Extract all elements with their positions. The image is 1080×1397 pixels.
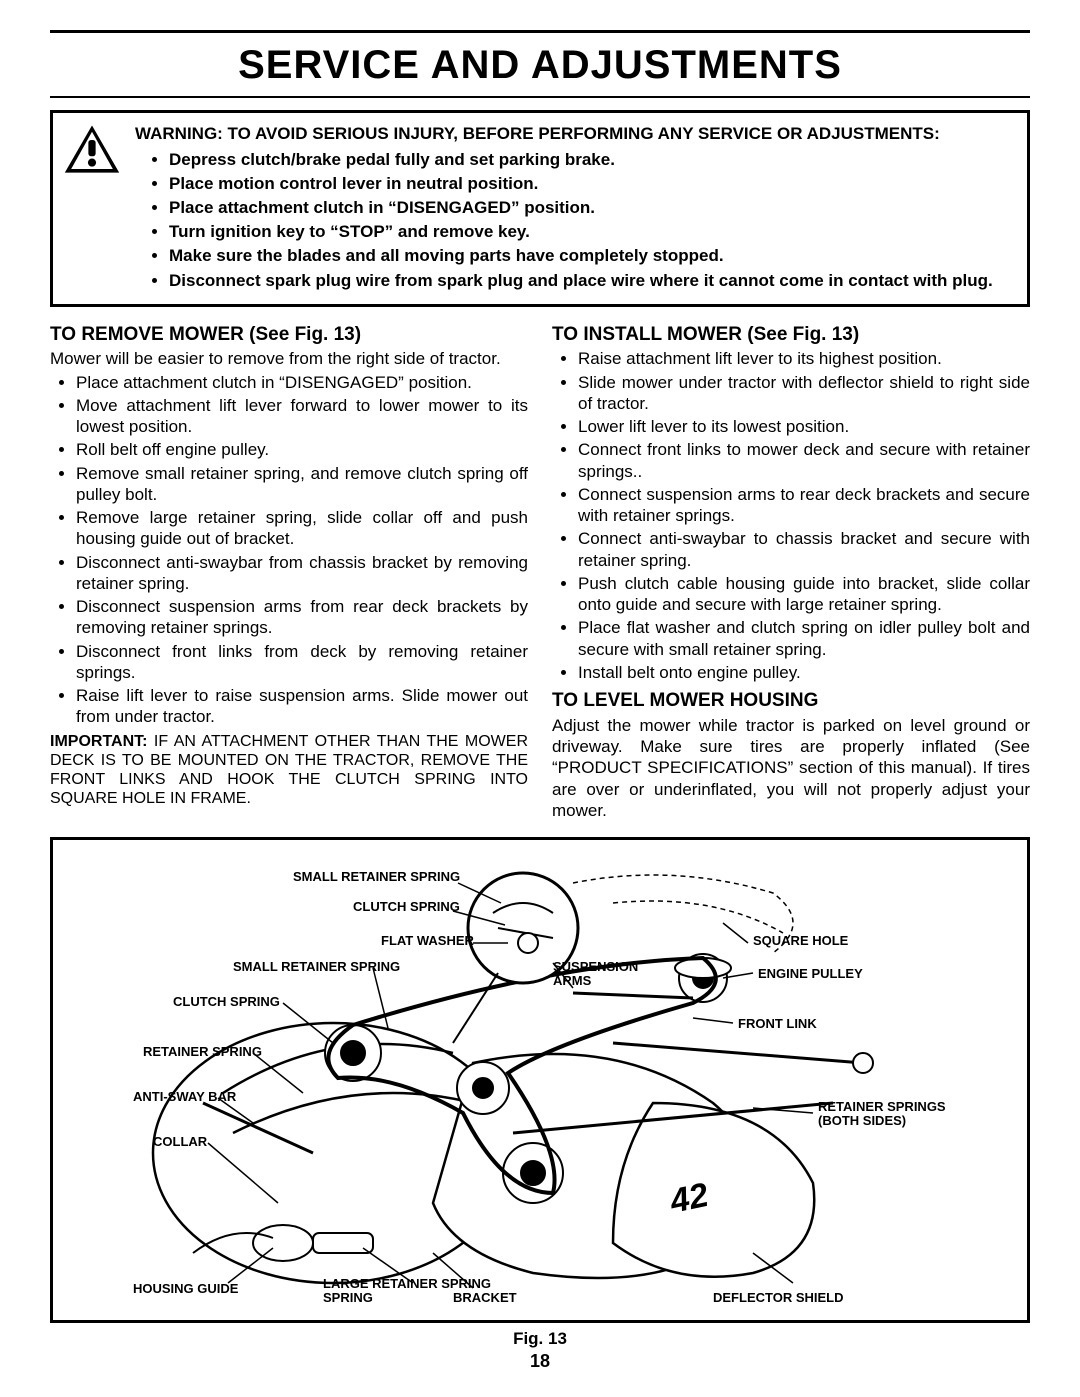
list-item: Connect suspension arms to rear deck bra… <box>578 484 1030 527</box>
list-item: Push clutch cable housing guide into bra… <box>578 573 1030 616</box>
label-suspension-arms-1: SUSPENSION <box>553 959 638 974</box>
remove-heading: TO REMOVE MOWER (See Fig. 13) <box>50 323 528 347</box>
list-item: Raise attachment lift lever to its highe… <box>578 348 1030 369</box>
label-small-retainer-spring-top: SMALL RETAINER SPRING <box>293 869 460 884</box>
list-item: Raise lift lever to raise suspension arm… <box>76 685 528 728</box>
list-item: Roll belt off engine pulley. <box>76 439 528 460</box>
install-heading: TO INSTALL MOWER (See Fig. 13) <box>552 323 1030 347</box>
label-square-hole: SQUARE HOLE <box>753 933 849 948</box>
right-column: TO INSTALL MOWER (See Fig. 13) Raise att… <box>552 317 1030 824</box>
list-item: Connect anti-swaybar to chassis bracket … <box>578 528 1030 571</box>
figure-caption: Fig. 13 <box>50 1329 1030 1349</box>
list-item: Remove large retainer spring, slide coll… <box>76 507 528 550</box>
remove-list: Place attachment clutch in “DISENGAGED” … <box>50 372 528 728</box>
label-front-link: FRONT LINK <box>738 1016 817 1031</box>
label-suspension-arms-2: ARMS <box>553 973 592 988</box>
remove-intro: Mower will be easier to remove from the … <box>50 348 528 369</box>
label-retainer-springs-2: (BOTH SIDES) <box>818 1113 906 1128</box>
label-clutch-spring-left: CLUTCH SPRING <box>173 994 280 1009</box>
list-item: Disconnect front links from deck by remo… <box>76 641 528 684</box>
label-engine-pulley: ENGINE PULLEY <box>758 966 863 981</box>
label-retainer-spring: RETAINER SPRING <box>143 1044 262 1059</box>
label-clutch-spring-top: CLUTCH SPRING <box>353 899 460 914</box>
top-rule <box>50 30 1030 33</box>
label-flat-washer: FLAT WASHER <box>381 933 475 948</box>
list-item: Install belt onto engine pulley. <box>578 662 1030 683</box>
page-number: 18 <box>50 1351 1030 1372</box>
label-bracket: BRACKET <box>453 1290 517 1305</box>
list-item: Slide mower under tractor with deflector… <box>578 372 1030 415</box>
warning-list: Depress clutch/brake pedal fully and set… <box>135 149 1013 292</box>
list-item: Place flat washer and clutch spring on i… <box>578 617 1030 660</box>
warning-item: Disconnect spark plug wire from spark pl… <box>169 270 1013 292</box>
warning-box: WARNING: TO AVOID SERIOUS INJURY, BEFORE… <box>50 110 1030 307</box>
warning-item: Turn ignition key to “STOP” and remove k… <box>169 221 1013 243</box>
list-item: Remove small retainer spring, and remove… <box>76 463 528 506</box>
label-small-retainer-spring-left: SMALL RETAINER SPRING <box>233 959 400 974</box>
label-deflector-shield: DEFLECTOR SHIELD <box>713 1290 844 1305</box>
warning-text: WARNING: TO AVOID SERIOUS INJURY, BEFORE… <box>135 123 1013 294</box>
list-item: Lower lift lever to its lowest position. <box>578 416 1030 437</box>
list-item: Connect front links to mower deck and se… <box>578 439 1030 482</box>
list-item: Place attachment clutch in “DISENGAGED” … <box>76 372 528 393</box>
warning-item: Depress clutch/brake pedal fully and set… <box>169 149 1013 171</box>
label-anti-sway-bar: ANTI-SWAY BAR <box>133 1089 237 1104</box>
warning-item: Make sure the blades and all moving part… <box>169 245 1013 267</box>
warning-heading: WARNING: TO AVOID SERIOUS INJURY, BEFORE… <box>135 123 1013 145</box>
level-heading: TO LEVEL MOWER HOUSING <box>552 689 1030 713</box>
content-columns: TO REMOVE MOWER (See Fig. 13) Mower will… <box>50 317 1030 824</box>
important-label: IMPORTANT: <box>50 733 147 750</box>
label-collar: COLLAR <box>153 1134 208 1149</box>
warning-item: Place attachment clutch in “DISENGAGED” … <box>169 197 1013 219</box>
mower-diagram: 42 SMALL RE <box>53 840 1027 1320</box>
important-note: IMPORTANT: IF AN ATTACHMENT OTHER THAN T… <box>50 732 528 809</box>
figure-box: 42 SMALL RE <box>50 837 1030 1323</box>
list-item: Disconnect suspension arms from rear dec… <box>76 596 528 639</box>
warning-icon <box>63 123 121 175</box>
label-large-retainer-spring: LARGE RETAINER SPRING <box>323 1276 491 1291</box>
install-list: Raise attachment lift lever to its highe… <box>552 348 1030 683</box>
list-item: Disconnect anti-swaybar from chassis bra… <box>76 552 528 595</box>
warning-item: Place motion control lever in neutral po… <box>169 173 1013 195</box>
title-underline <box>50 96 1030 98</box>
deck-number: 42 <box>666 1176 712 1221</box>
level-paragraph: Adjust the mower while tractor is parked… <box>552 715 1030 821</box>
label-retainer-springs-1: RETAINER SPRINGS <box>818 1099 946 1114</box>
label-large-retainer-spring-2: SPRING <box>323 1290 373 1305</box>
label-housing-guide: HOUSING GUIDE <box>133 1281 239 1296</box>
list-item: Move attachment lift lever forward to lo… <box>76 395 528 438</box>
page-title: SERVICE AND ADJUSTMENTS <box>50 43 1030 88</box>
left-column: TO REMOVE MOWER (See Fig. 13) Mower will… <box>50 317 528 824</box>
